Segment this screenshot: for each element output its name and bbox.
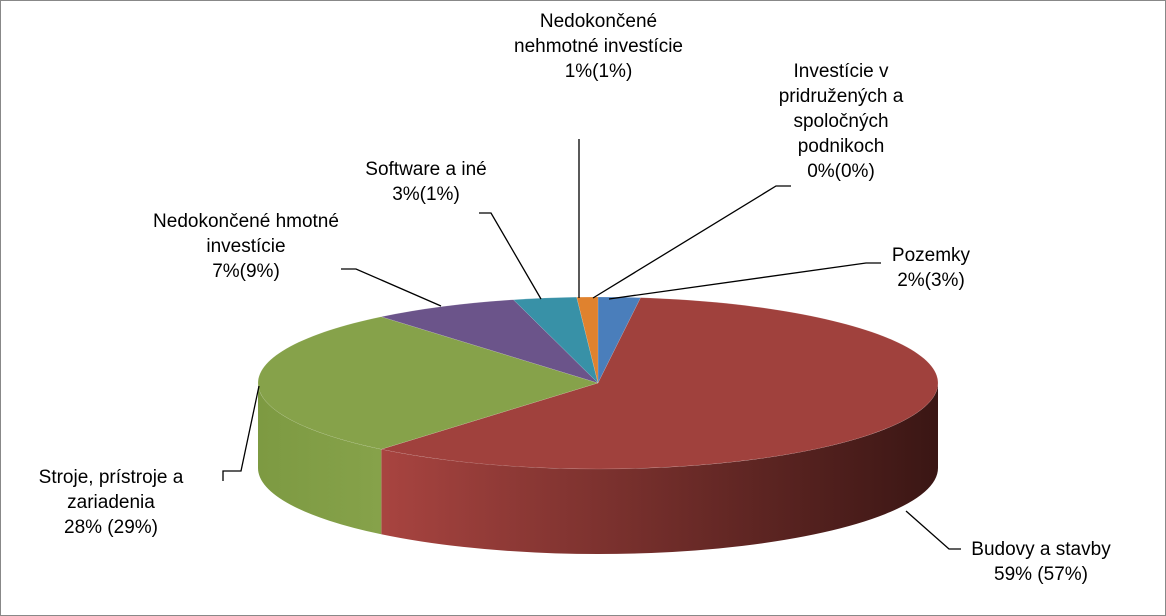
category-label: Investície v pridružených a spoločných p… [778,61,904,157]
slice [257,316,599,450]
slice-side [258,383,382,535]
slice-label: Investície v pridružených a spoločných p… [751,59,931,184]
category-label: Stroje, prístroje a zariadenia [38,467,184,513]
pie [257,296,939,555]
leader-line [592,185,791,299]
category-label: Nedokončené hmotné investície [153,211,339,257]
category-label: Software a iné [365,159,487,180]
category-label: Budovy a stavby [971,539,1111,560]
slice [381,297,939,470]
value-label: 2%(3%) [897,270,965,291]
leader-line [905,510,961,550]
slice-side [381,383,938,555]
leader-line [608,262,881,300]
category-label: Nedokončené nehmotné investície [514,11,683,57]
slice-label: Stroje, prístroje a zariadenia 28% (29%) [6,465,216,540]
value-label: 59% (57%) [994,564,1088,585]
leader-line [479,212,542,300]
slice-label: Budovy a stavby 59% (57%) [941,537,1141,587]
slice-label: Nedokončené nehmotné investície 1%(1%) [511,9,686,84]
value-label: 1%(1%) [564,61,633,82]
leader-line [222,385,260,481]
category-label: Pozemky [891,245,971,266]
value-label: 0%(0%) [807,161,875,182]
slice-label: Pozemky 2%(3%) [871,243,991,293]
slice [576,296,599,384]
value-label: 7%(9%) [212,261,280,282]
leader-lines [222,139,961,550]
slice-label: Software a iné 3%(1%) [341,157,511,207]
value-label: 3%(1%) [392,184,460,205]
value-label: 28% (29%) [64,517,158,538]
leader-line [341,268,442,307]
slice [512,296,599,384]
slice [381,299,599,384]
slice-label: Nedokončené hmotné investície 7%(9%) [151,209,341,284]
